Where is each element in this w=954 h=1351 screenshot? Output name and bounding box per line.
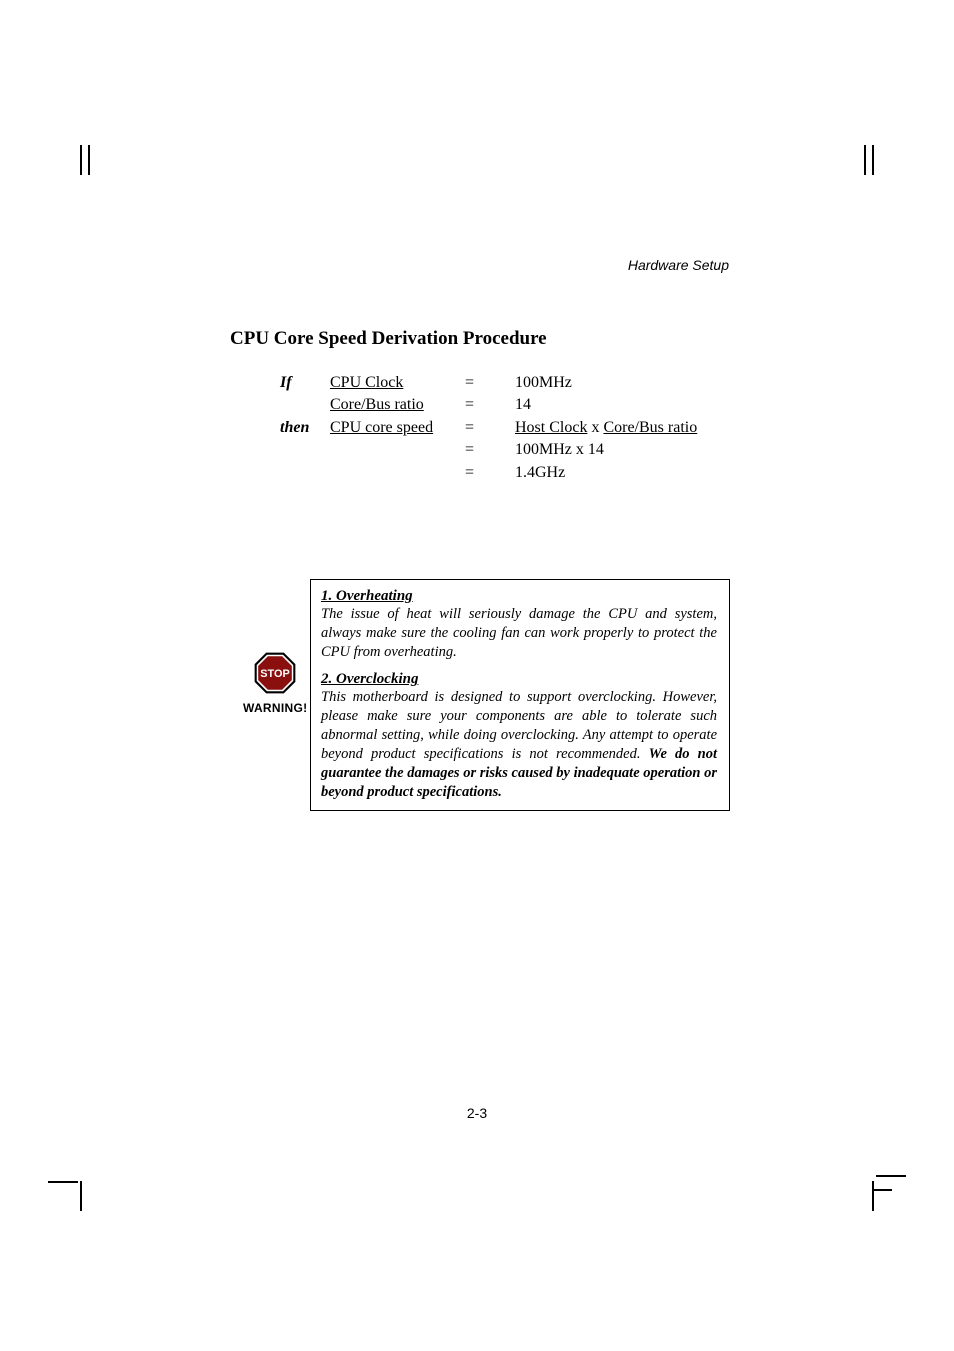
warning-section: 2. Overclocking This motherboard is desi… [321, 671, 717, 801]
value-label: 1.4GHz [515, 462, 730, 484]
warning-heading: 1. Overheating [321, 588, 717, 605]
term-label: CPU Clock [330, 372, 465, 394]
term-label: Core/Bus ratio [330, 394, 465, 416]
equals-sign: = [465, 394, 515, 416]
table-row: = 1.4GHz [280, 462, 730, 484]
section-title: CPU Core Speed Derivation Procedure [230, 328, 730, 350]
condition-label: If [280, 372, 330, 394]
value-label: 100MHz x 14 [515, 439, 730, 461]
table-row: = 100MHz x 14 [280, 439, 730, 461]
value-part: Host Clock [515, 419, 587, 436]
warning-label: WARNING! [243, 701, 307, 715]
crop-mark [48, 1181, 78, 1183]
page-number: 2-3 [0, 1105, 954, 1121]
crop-mark [872, 1189, 892, 1191]
term-label: CPU core speed [330, 417, 465, 439]
warning-section: 1. Overheating The issue of heat will se… [321, 588, 717, 662]
page-body: CPU Core Speed Derivation Procedure If C… [230, 250, 730, 811]
value-label: 14 [515, 394, 730, 416]
equals-sign: = [465, 417, 515, 439]
table-row: If CPU Clock = 100MHz [280, 372, 730, 394]
crop-mark [876, 1175, 906, 1177]
crop-mark [88, 145, 90, 175]
value-label: Host Clock x Core/Bus ratio [515, 417, 730, 439]
value-label: 100MHz [515, 372, 730, 394]
equals-sign: = [465, 462, 515, 484]
value-part: x [587, 419, 603, 436]
condition-label [280, 394, 330, 416]
crop-mark [872, 1181, 874, 1211]
warning-heading: 2. Overclocking [321, 671, 717, 688]
condition-label [280, 462, 330, 484]
crop-mark [864, 145, 866, 175]
warning-body: This motherboard is designed to support … [321, 688, 717, 801]
table-row: Core/Bus ratio = 14 [280, 394, 730, 416]
warning-body: The issue of heat will seriously damage … [321, 605, 717, 662]
warning-icon-wrap: STOP WARNING! [243, 652, 307, 715]
crop-mark [80, 145, 82, 175]
stop-icon-text: STOP [260, 668, 290, 680]
table-row: then CPU core speed = Host Clock x Core/… [280, 417, 730, 439]
stop-icon: STOP [254, 652, 296, 694]
condition-label [280, 439, 330, 461]
condition-label: then [280, 417, 330, 439]
value-part: Core/Bus ratio [603, 419, 697, 436]
equals-sign: = [465, 372, 515, 394]
term-label [330, 462, 465, 484]
derivation-table: If CPU Clock = 100MHz Core/Bus ratio = 1… [280, 372, 730, 484]
crop-mark [872, 145, 874, 175]
crop-mark [80, 1181, 82, 1211]
warning-callout: STOP WARNING! 1. Overheating The issue o… [310, 579, 730, 811]
term-label [330, 439, 465, 461]
equals-sign: = [465, 439, 515, 461]
